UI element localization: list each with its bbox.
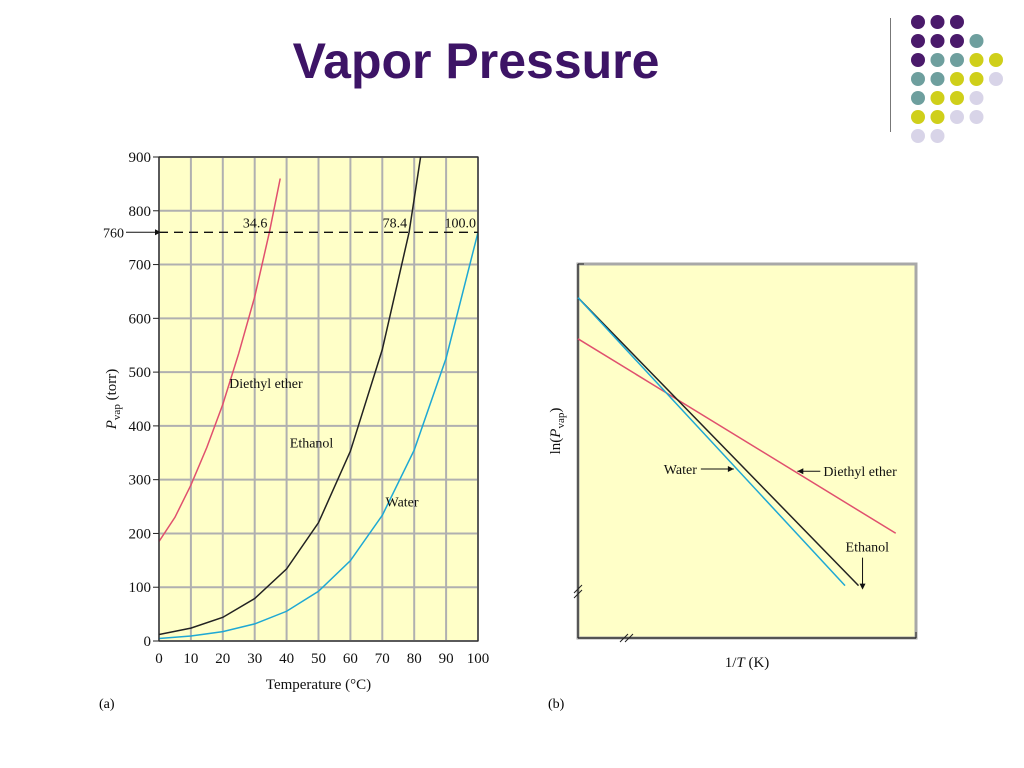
y-tick-label: 100 <box>129 580 152 596</box>
series-label-diethyl-ether: Diethyl ether <box>229 377 303 392</box>
series-ethanol <box>159 157 422 636</box>
plot-area <box>578 264 916 638</box>
decoration-dot <box>950 110 964 124</box>
decoration-dot <box>989 72 1003 86</box>
decoration-dot <box>930 72 945 86</box>
decoration-dot <box>989 53 1003 67</box>
label-arrow-head <box>859 583 866 590</box>
panel-label-a: (a) <box>99 697 115 712</box>
series-label-ethanol: Ethanol <box>290 436 334 451</box>
plot-frame <box>158 156 479 642</box>
label-water: Water <box>664 463 697 478</box>
y-tick-label: 200 <box>129 526 152 542</box>
x-tick-label: 50 <box>311 651 326 667</box>
y-axis-label-sub: vap <box>555 412 567 428</box>
x-axis-label-var: T <box>736 655 746 671</box>
series-water <box>159 232 478 640</box>
decoration-dot <box>969 34 984 48</box>
decoration-dot <box>950 91 964 105</box>
boiling-point-label: 34.6 <box>243 216 268 231</box>
x-tick-label: 70 <box>375 651 390 667</box>
x-tick-label: 90 <box>439 651 454 667</box>
series-label-water: Water <box>385 496 418 511</box>
decoration-dot <box>969 110 984 124</box>
decoration-dot <box>911 129 925 143</box>
x-axis-label: 1/T (K) <box>725 655 770 671</box>
y-tick-label: 800 <box>129 204 152 220</box>
x-axis-label: Temperature (°C) <box>266 677 371 693</box>
reference-arrow-head <box>155 229 161 236</box>
decoration-dot <box>911 91 925 105</box>
decoration-dot <box>950 53 964 67</box>
decoration-dot <box>950 34 964 48</box>
reference-line-label: 760 <box>103 226 124 241</box>
x-tick-label: 60 <box>343 651 358 667</box>
title-divider <box>890 18 891 132</box>
y-axis-label-pre: ln( <box>548 438 564 455</box>
decoration-dot <box>911 110 925 124</box>
decoration-dot <box>911 53 925 67</box>
x-tick-label: 20 <box>215 651 230 667</box>
label-arrow-head <box>727 465 734 472</box>
x-axis-label-pre: 1/ <box>725 655 738 671</box>
decoration-dot <box>969 53 984 67</box>
y-tick-label: 600 <box>129 311 152 327</box>
y-axis-label-sub: vap <box>111 404 123 420</box>
boiling-point-label: 78.4 <box>383 216 408 231</box>
y-axis-label: Pvap (torr) <box>104 369 123 430</box>
decoration-dot <box>930 110 945 124</box>
y-tick-label: 900 <box>129 150 152 166</box>
y-tick-label: 400 <box>129 419 152 435</box>
y-axis-label-var: P <box>104 420 120 430</box>
y-tick-label: 700 <box>129 258 152 274</box>
decoration-dot <box>911 34 925 48</box>
decoration-dot <box>950 72 964 86</box>
panel-label-b: (b) <box>548 697 565 712</box>
decoration-dot <box>969 91 984 105</box>
y-tick-label: 300 <box>129 473 152 489</box>
x-tick-label: 80 <box>407 651 422 667</box>
decoration-dot <box>969 72 984 86</box>
label-ethanol: Ethanol <box>846 541 890 556</box>
decoration-dot <box>930 34 945 48</box>
y-tick-label: 500 <box>129 365 152 381</box>
y-axis-break <box>573 584 583 599</box>
decoration-dot <box>930 91 945 105</box>
x-tick-label: 30 <box>247 651 262 667</box>
decoration-dot <box>930 53 945 67</box>
x-tick-label: 0 <box>155 651 163 667</box>
decoration-dot <box>930 15 945 29</box>
series-water <box>577 297 846 587</box>
x-tick-label: 40 <box>279 651 294 667</box>
decoration-dot <box>930 129 945 143</box>
y-tick-label: 0 <box>144 634 152 650</box>
decoration-dot <box>911 72 925 86</box>
y-axis-label-unit: (torr) <box>104 369 120 404</box>
decoration-dot <box>911 15 925 29</box>
decoration-dot <box>950 15 964 29</box>
y-axis-label-var: P <box>548 429 564 439</box>
y-axis-label-post: ) <box>548 408 564 413</box>
dot-grid-icon <box>911 15 1003 143</box>
x-tick-label: 10 <box>183 651 198 667</box>
y-axis-label: ln(Pvap) <box>548 408 567 455</box>
series-diethyl-ether <box>159 178 281 542</box>
x-axis-break <box>619 633 634 643</box>
slide-title: Vapor Pressure <box>292 33 660 89</box>
x-tick-label: 100 <box>467 651 490 667</box>
series-ethanol <box>577 297 860 587</box>
label-arrow-head <box>797 468 804 475</box>
x-axis-label-unit: (K) <box>745 655 770 671</box>
boiling-point-label: 100.0 <box>445 216 477 231</box>
series-diethyl-ether <box>577 338 897 534</box>
label-diethyl-ether: Diethyl ether <box>823 465 897 480</box>
